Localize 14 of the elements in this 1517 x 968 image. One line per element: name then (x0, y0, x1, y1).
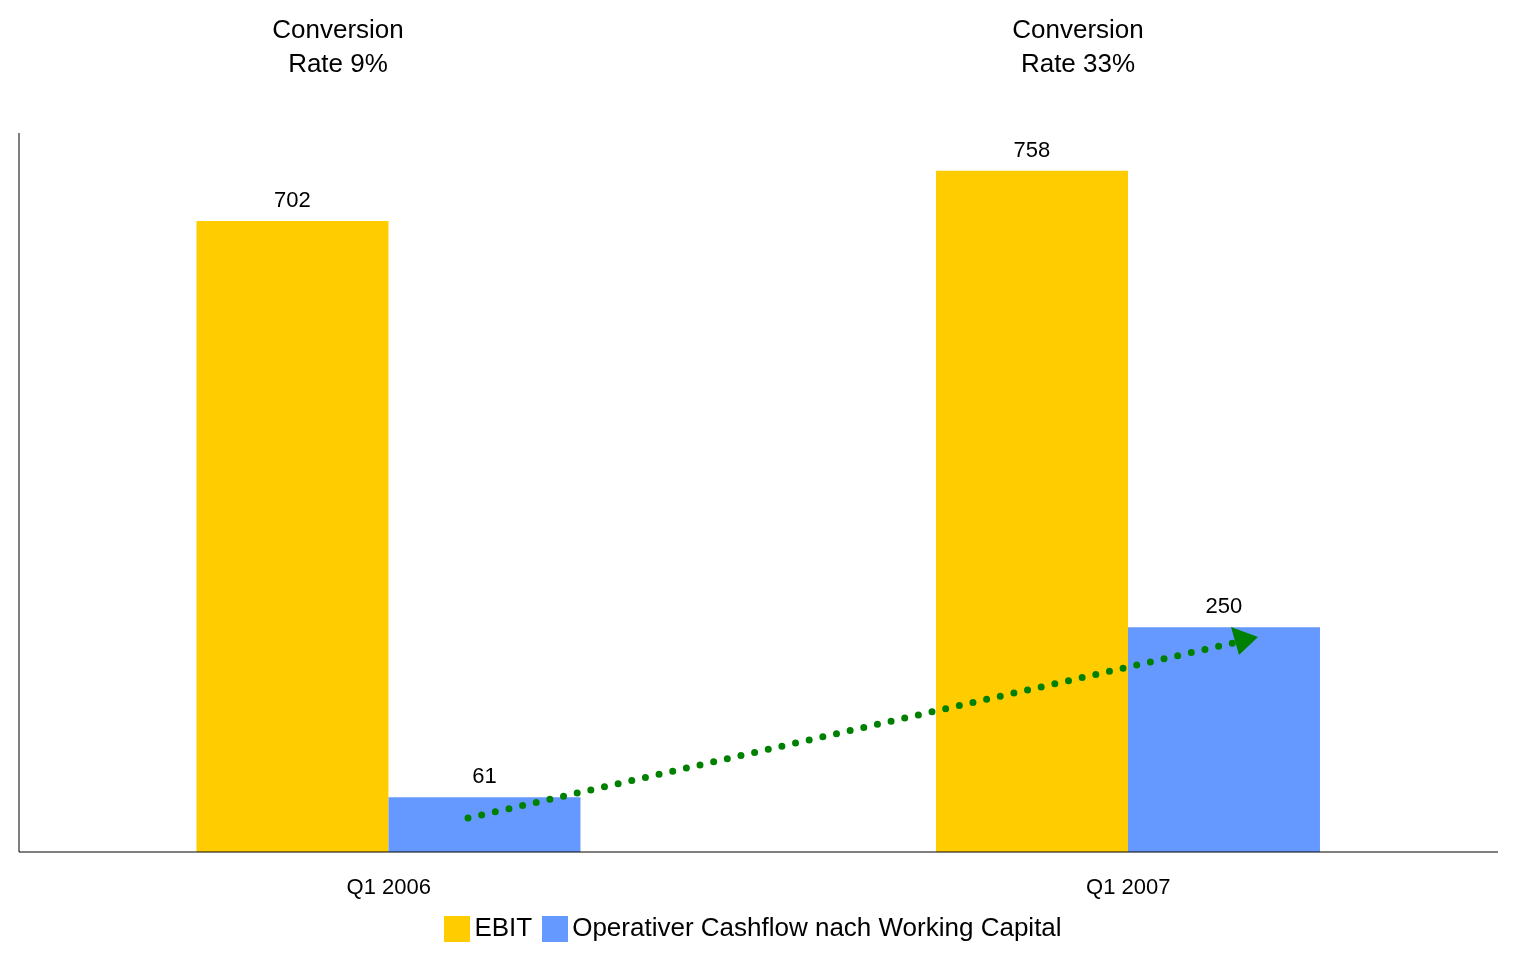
text: Conversion Rate 33% (1011, 13, 1145, 80)
data-label: 250 (1205, 593, 1243, 619)
data-label: 758 (1013, 136, 1051, 162)
x-tick-label: Q1 2007 (1086, 873, 1171, 899)
bar (196, 221, 389, 852)
bar (1127, 627, 1320, 852)
data-label: 702 (274, 187, 311, 213)
bar (935, 170, 1128, 852)
legend-label: Operativer Cashflow nach Working Capital (572, 912, 1062, 942)
text: Conversion Rate 9% (271, 13, 405, 80)
data-label: 61 (472, 763, 497, 789)
x-tick-label: Q1 2006 (346, 873, 431, 899)
legend-label: EBIT (474, 912, 533, 942)
bar (388, 797, 581, 852)
